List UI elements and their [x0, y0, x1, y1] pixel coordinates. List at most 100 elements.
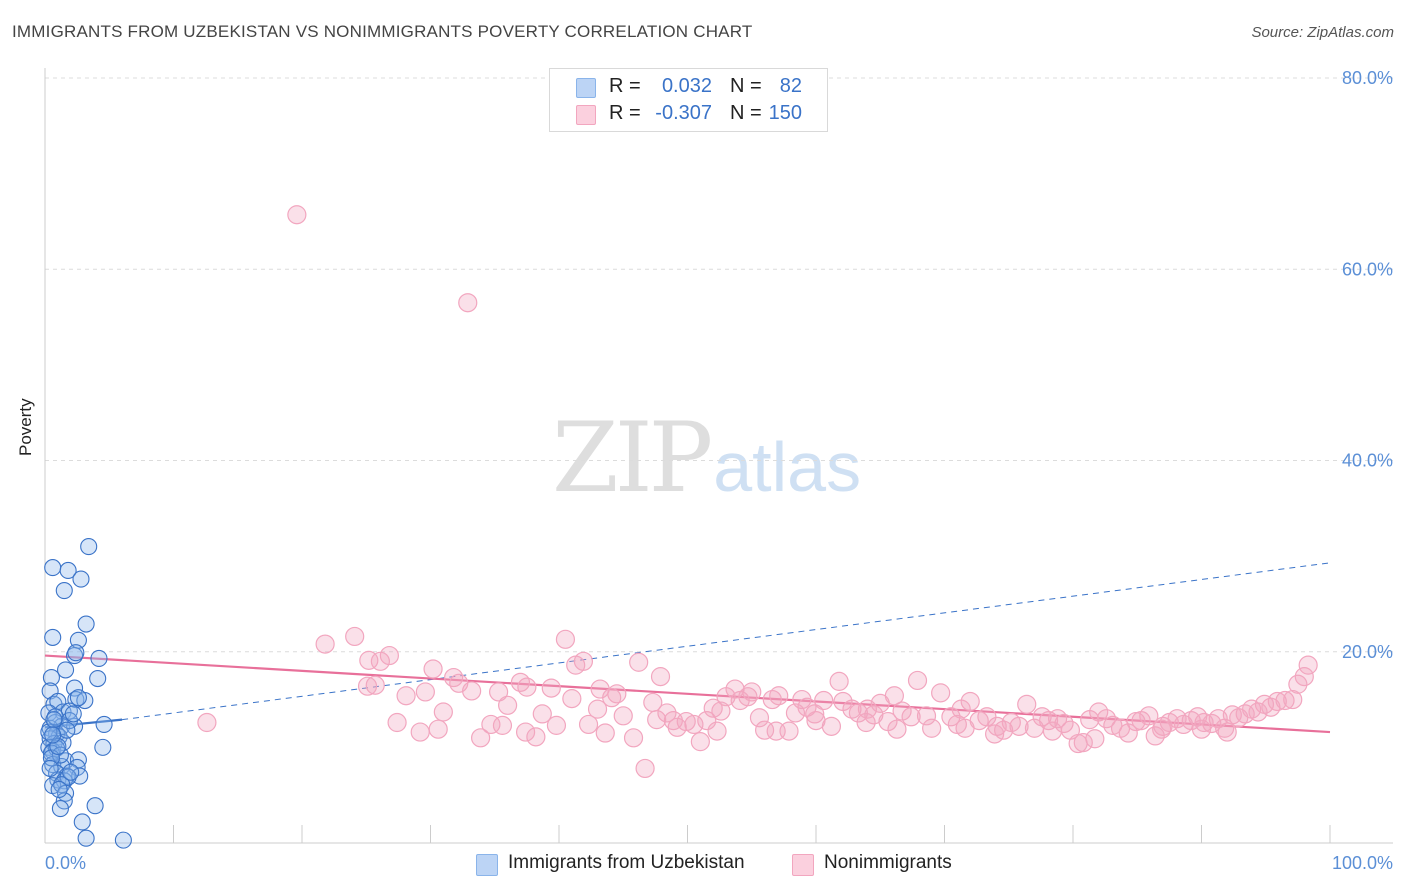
data-point-nonimmigrants — [1191, 719, 1212, 739]
data-point-nonimmigrants — [1103, 715, 1123, 735]
data-point-nonimmigrants — [887, 719, 907, 739]
data-point-uzbekistan — [58, 721, 76, 739]
data-point-nonimmigrants — [635, 758, 655, 779]
data-point-nonimmigrants — [1248, 702, 1268, 722]
data-point-uzbekistan — [44, 726, 62, 744]
x-tick-label: 100.0% — [1332, 853, 1393, 873]
data-point-nonimmigrants — [884, 686, 904, 706]
data-point-uzbekistan — [86, 797, 104, 815]
data-point-nonimmigrants — [578, 714, 599, 735]
data-point-uzbekistan — [94, 738, 112, 756]
watermark-zip: ZIP — [552, 402, 713, 514]
data-point-nonimmigrants — [396, 686, 416, 706]
data-point-uzbekistan — [44, 628, 62, 646]
data-point-nonimmigrants — [587, 699, 608, 719]
y-tick-label: 80.0% — [1342, 68, 1393, 88]
data-point-nonimmigrants — [489, 682, 509, 702]
data-point-nonimmigrants — [562, 689, 582, 709]
bottom-legend-swatch-uzbekistan — [476, 854, 498, 876]
trend-lines — [44, 562, 1331, 734]
data-point-nonimmigrants — [797, 697, 817, 717]
data-point-nonimmigrants — [951, 699, 971, 719]
y-tick-label: 20.0% — [1342, 642, 1393, 662]
data-point-nonimmigrants — [1298, 655, 1318, 675]
data-point-uzbekistan — [41, 759, 59, 777]
data-point-nonimmigrants — [365, 675, 385, 695]
data-point-nonimmigrants — [916, 706, 937, 726]
data-point-nonimmigrants — [1089, 702, 1109, 722]
data-point-nonimmigrants — [766, 721, 786, 741]
data-point-nonimmigrants — [498, 695, 518, 715]
y-tick-label: 60.0% — [1342, 259, 1393, 279]
data-point-nonimmigrants — [650, 667, 671, 687]
data-point-nonimmigrants — [769, 686, 789, 706]
data-point-uzbekistan — [67, 644, 85, 662]
data-point-uzbekistan — [59, 561, 77, 580]
data-point-nonimmigrants — [428, 719, 448, 739]
data-point-nonimmigrants — [541, 678, 561, 698]
data-point-uzbekistan — [77, 829, 95, 847]
data-point-uzbekistan — [50, 780, 68, 799]
data-point-nonimmigrants — [433, 702, 453, 722]
chart-title: IMMIGRANTS FROM UZBEKISTAN VS NONIMMIGRA… — [12, 22, 753, 41]
data-point-nonimmigrants — [590, 679, 610, 699]
data-point-nonimmigrants — [806, 710, 826, 731]
data-point-nonimmigrants — [379, 645, 399, 666]
bottom-legend-label-uzbekistan: Immigrants from Uzbekistan — [508, 852, 745, 873]
legend-row-uzbekistan: R = 0.032 N = 82 — [550, 74, 827, 100]
legend-n-value: 150 — [768, 102, 802, 124]
data-point-nonimmigrants — [941, 707, 961, 727]
data-point-nonimmigrants — [931, 683, 951, 703]
legend-n-label: N = — [730, 102, 762, 124]
legend-n-value: 82 — [779, 75, 802, 97]
data-point-nonimmigrants — [690, 732, 710, 752]
data-point-uzbekistan — [90, 649, 108, 667]
data-point-nonimmigrants — [684, 714, 704, 735]
legend-r-label: R = — [609, 102, 641, 124]
data-point-nonimmigrants — [449, 673, 469, 693]
data-point-nonimmigrants — [907, 670, 928, 691]
data-point-nonimmigrants — [287, 205, 307, 225]
gridlines — [45, 77, 1393, 653]
data-point-uzbekistan — [53, 776, 71, 794]
data-point-nonimmigrants — [573, 651, 594, 671]
data-point-nonimmigrants — [526, 727, 546, 747]
data-point-nonimmigrants — [1073, 732, 1093, 753]
data-point-uzbekistan — [77, 615, 95, 633]
data-point-nonimmigrants — [1208, 709, 1228, 729]
data-point-nonimmigrants — [829, 671, 849, 691]
data-point-nonimmigrants — [805, 704, 825, 724]
data-point-nonimmigrants — [1283, 689, 1303, 710]
legend-row-nonimmigrants: R = -0.307 N = 150 — [550, 101, 827, 127]
legend-swatch-nonimmigrants — [576, 105, 596, 125]
data-point-uzbekistan — [80, 538, 98, 556]
data-point-nonimmigrants — [595, 723, 615, 743]
data-point-nonimmigrants — [1139, 706, 1159, 726]
data-point-nonimmigrants — [629, 652, 649, 672]
bottom-legend-swatch-nonimmigrants — [792, 854, 814, 876]
data-point-uzbekistan — [42, 669, 60, 687]
data-point-uzbekistan — [69, 689, 87, 707]
data-point-nonimmigrants — [623, 728, 644, 748]
legend-swatch-uzbekistan — [576, 78, 596, 98]
data-point-uzbekistan — [89, 669, 107, 688]
trendline-uzbekistan-dashed — [122, 562, 1331, 721]
data-point-nonimmigrants — [613, 706, 633, 726]
watermark: ZIPatlas — [552, 402, 861, 514]
data-point-nonimmigrants — [922, 718, 942, 738]
data-point-nonimmigrants — [1217, 722, 1237, 742]
data-point-uzbekistan — [57, 661, 75, 679]
data-point-nonimmigrants — [1118, 723, 1138, 743]
legend-r-value: -0.307 — [655, 102, 712, 124]
legend-r-value: 0.032 — [661, 75, 712, 97]
data-point-nonimmigrants — [357, 676, 378, 696]
data-point-nonimmigrants — [515, 722, 536, 742]
data-point-uzbekistan — [64, 705, 82, 723]
y-tick-label: 40.0% — [1342, 451, 1393, 471]
data-point-nonimmigrants — [423, 659, 443, 679]
data-point-nonimmigrants — [742, 682, 762, 702]
data-point-nonimmigrants — [315, 634, 335, 654]
axes — [44, 68, 1393, 844]
data-point-uzbekistan — [62, 763, 80, 781]
